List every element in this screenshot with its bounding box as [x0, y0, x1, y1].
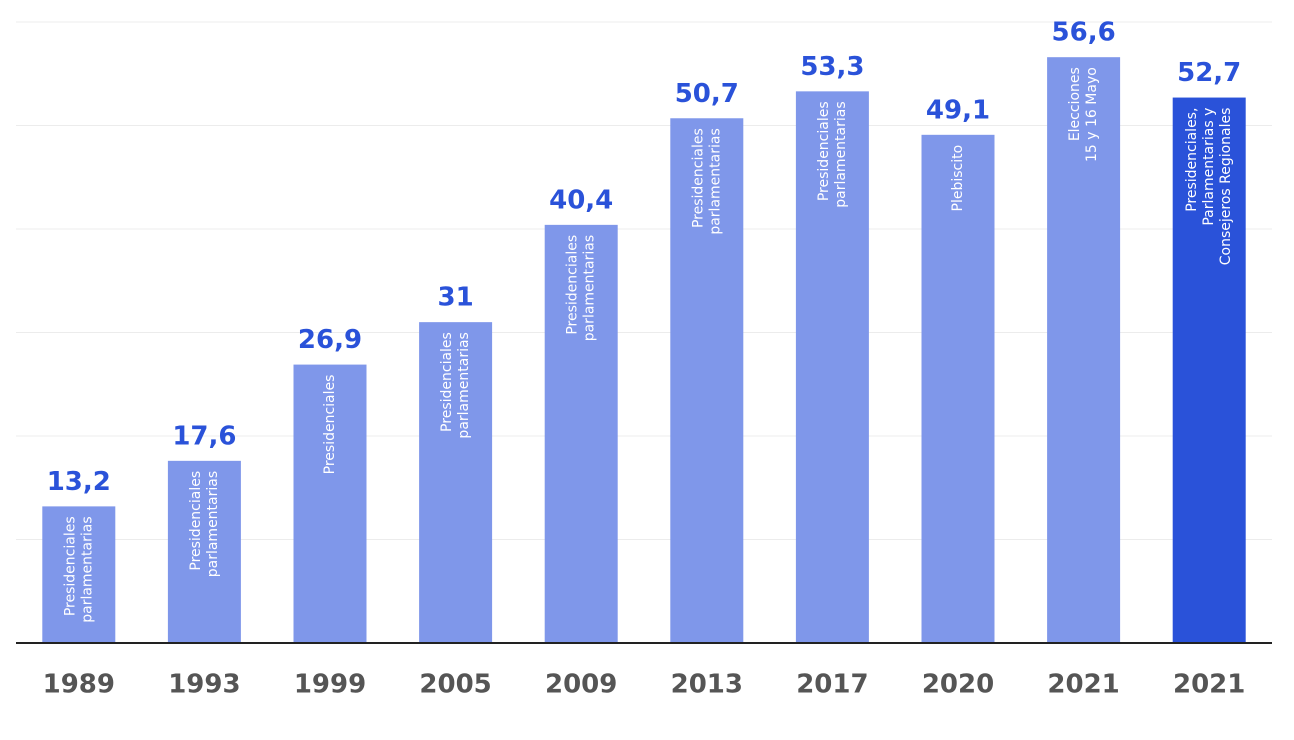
- x-tick-label: 2021: [1173, 670, 1245, 700]
- bar-annotation: parlamentarias: [582, 235, 598, 341]
- x-tick-label: 2009: [545, 670, 617, 700]
- x-tick-label: 1989: [43, 670, 115, 700]
- bar: [419, 322, 493, 643]
- bar: [167, 460, 241, 643]
- bar: [1172, 97, 1246, 644]
- bar-annotation: Presidenciales: [322, 375, 338, 475]
- bar-annotation: Presidenciales: [439, 332, 455, 432]
- bar-annotation: Presidenciales: [62, 516, 78, 616]
- value-label: 26,9: [298, 325, 362, 355]
- value-label: 52,7: [1177, 58, 1241, 88]
- bar-annotation: Consejeros Regionales: [1218, 108, 1234, 266]
- value-label: 56,6: [1052, 18, 1116, 48]
- value-label: 49,1: [926, 95, 990, 125]
- bar-annotation: 15 y 16 Mayo: [1084, 67, 1100, 162]
- bar-annotation: parlamentarias: [79, 516, 95, 622]
- value-label: 50,7: [675, 79, 739, 109]
- bar-annotation: parlamentarias: [707, 128, 723, 234]
- value-label: 53,3: [800, 52, 864, 82]
- bar-annotation: parlamentarias: [456, 332, 472, 438]
- x-tick-label: 2005: [419, 670, 491, 700]
- x-tick-label: 2021: [1047, 670, 1119, 700]
- bar-annotation: Presidenciales: [690, 128, 706, 228]
- bar-annotation: parlamentarias: [205, 471, 221, 577]
- bar-annotation: Presidenciales: [565, 235, 581, 335]
- value-label: 13,2: [47, 467, 111, 497]
- bar: [921, 134, 995, 643]
- bar-annotation: Presidenciales: [188, 471, 204, 571]
- bar-annotation: Parlamentarias y: [1201, 108, 1217, 226]
- bar: [795, 91, 869, 644]
- bar: [42, 506, 116, 643]
- bar: [293, 364, 367, 643]
- x-tick-label: 1993: [168, 670, 240, 700]
- bar-annotation: Plebiscito: [950, 145, 966, 212]
- bar-annotation: parlamentarias: [833, 101, 849, 207]
- value-label: 31: [438, 283, 474, 313]
- bar-annotation: Elecciones: [1067, 67, 1083, 141]
- bar-annotation: Presidenciales: [816, 101, 832, 201]
- value-label: 17,6: [172, 421, 236, 451]
- value-label: 40,4: [549, 185, 613, 215]
- x-tick-label: 2013: [671, 670, 743, 700]
- bar: [670, 118, 744, 643]
- bar-annotation: Presidenciales,: [1184, 108, 1200, 212]
- x-tick-label: 2017: [796, 670, 868, 700]
- x-tick-label: 1999: [294, 670, 366, 700]
- bar: [1047, 57, 1121, 643]
- x-tick-label: 2020: [922, 670, 994, 700]
- bar: [544, 224, 618, 644]
